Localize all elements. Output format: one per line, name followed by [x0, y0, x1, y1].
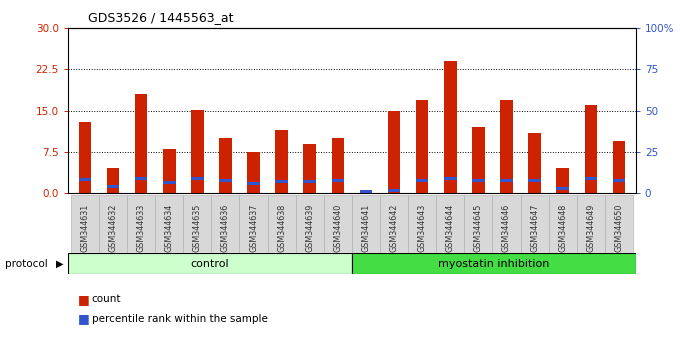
Text: GSM344649: GSM344649 [586, 204, 595, 252]
Bar [500, 100, 513, 193]
Bar [332, 138, 344, 193]
Bar [155, 195, 183, 253]
Bar [444, 177, 456, 180]
Bar [492, 195, 521, 253]
Text: ▶: ▶ [56, 259, 63, 269]
Bar [248, 182, 260, 184]
Bar [107, 185, 119, 188]
Bar [380, 195, 408, 253]
Text: GSM344641: GSM344641 [362, 204, 371, 252]
Text: GSM344640: GSM344640 [333, 204, 342, 252]
Text: myostatin inhibition: myostatin inhibition [438, 259, 549, 269]
Bar [585, 105, 597, 193]
Bar [324, 195, 352, 253]
Bar [613, 141, 625, 193]
Text: ■: ■ [78, 293, 90, 306]
Bar [219, 179, 232, 182]
Bar [416, 178, 428, 182]
Bar [211, 195, 239, 253]
Bar [239, 195, 267, 253]
Bar [71, 195, 99, 253]
Text: ■: ■ [78, 312, 90, 325]
Bar [352, 253, 636, 274]
Bar [79, 178, 91, 181]
Text: GSM344635: GSM344635 [193, 204, 202, 252]
Bar [472, 127, 485, 193]
Bar [444, 61, 456, 193]
Bar [79, 122, 91, 193]
Text: GSM344632: GSM344632 [109, 204, 118, 252]
Bar [68, 253, 352, 274]
Text: GSM344636: GSM344636 [221, 204, 230, 252]
Text: count: count [92, 294, 121, 304]
Bar [135, 177, 148, 180]
Text: GSM344645: GSM344645 [474, 204, 483, 252]
Bar [613, 179, 625, 182]
Bar [275, 130, 288, 193]
Bar [388, 111, 401, 193]
Bar [303, 144, 316, 193]
Text: GSM344646: GSM344646 [502, 204, 511, 252]
Bar [135, 94, 148, 193]
Bar [472, 178, 485, 182]
Text: control: control [190, 259, 229, 269]
Text: GSM344642: GSM344642 [390, 204, 398, 252]
Text: GDS3526 / 1445563_at: GDS3526 / 1445563_at [88, 11, 234, 24]
Text: GSM344638: GSM344638 [277, 204, 286, 252]
Bar [388, 189, 401, 192]
Bar [296, 195, 324, 253]
Bar [275, 180, 288, 183]
Bar [183, 195, 211, 253]
Text: GSM344648: GSM344648 [558, 204, 567, 252]
Text: GSM344643: GSM344643 [418, 204, 426, 252]
Text: GSM344633: GSM344633 [137, 204, 146, 252]
Text: protocol: protocol [5, 259, 48, 269]
Bar [191, 109, 203, 193]
Bar [163, 181, 175, 184]
Text: GSM344650: GSM344650 [615, 204, 624, 252]
Bar [585, 177, 597, 180]
Bar [437, 195, 464, 253]
Bar [528, 133, 541, 193]
Bar [500, 179, 513, 182]
Bar [605, 195, 633, 253]
Bar [360, 190, 372, 193]
Bar [528, 179, 541, 182]
Text: GSM344639: GSM344639 [305, 204, 314, 252]
Bar [267, 195, 296, 253]
Bar [556, 187, 569, 190]
Bar [360, 190, 372, 193]
Text: GSM344647: GSM344647 [530, 204, 539, 252]
Bar [352, 195, 380, 253]
Bar [577, 195, 605, 253]
Bar [332, 179, 344, 182]
Bar [416, 100, 428, 193]
Text: GSM344634: GSM344634 [165, 204, 173, 252]
Bar [408, 195, 437, 253]
Bar [127, 195, 155, 253]
Bar [99, 195, 127, 253]
Text: percentile rank within the sample: percentile rank within the sample [92, 314, 268, 324]
Bar [303, 180, 316, 183]
Text: GSM344637: GSM344637 [249, 204, 258, 252]
Bar [556, 168, 569, 193]
Bar [191, 177, 203, 181]
Bar [464, 195, 492, 253]
Text: GSM344631: GSM344631 [80, 204, 89, 252]
Bar [163, 149, 175, 193]
Bar [219, 138, 232, 193]
Text: GSM344644: GSM344644 [446, 204, 455, 252]
Bar [248, 152, 260, 193]
Bar [549, 195, 577, 253]
Bar [107, 168, 119, 193]
Bar [521, 195, 549, 253]
